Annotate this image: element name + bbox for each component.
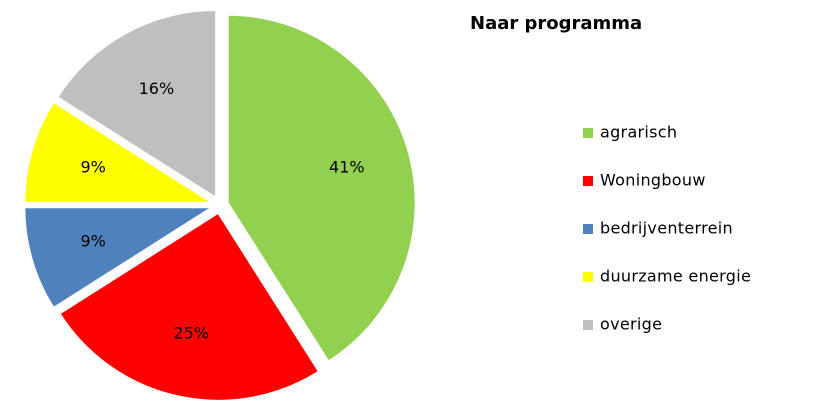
data-label: 16%	[139, 79, 175, 98]
legend-swatch	[583, 272, 593, 282]
legend-swatch	[583, 128, 593, 138]
data-label: 9%	[80, 158, 105, 177]
legend-label: duurzame energie	[600, 267, 751, 286]
data-label: 9%	[80, 231, 105, 250]
legend-swatch	[583, 176, 593, 186]
data-label: 41%	[329, 158, 365, 177]
legend-label: Woningbouw	[600, 171, 706, 190]
pie-slice	[23, 100, 216, 204]
data-label: 25%	[173, 323, 209, 342]
legend-swatch	[583, 320, 593, 330]
pie-slice	[23, 206, 216, 310]
legend-label: overige	[600, 315, 662, 334]
pie-slice	[226, 13, 417, 363]
pie-slice	[56, 8, 218, 200]
legend-swatch	[583, 224, 593, 234]
legend-label: bedrijventerrein	[600, 219, 733, 238]
legend-label: agrarisch	[600, 123, 677, 142]
chart-title: Naar programma	[470, 13, 642, 34]
pie-slice	[58, 211, 321, 402]
